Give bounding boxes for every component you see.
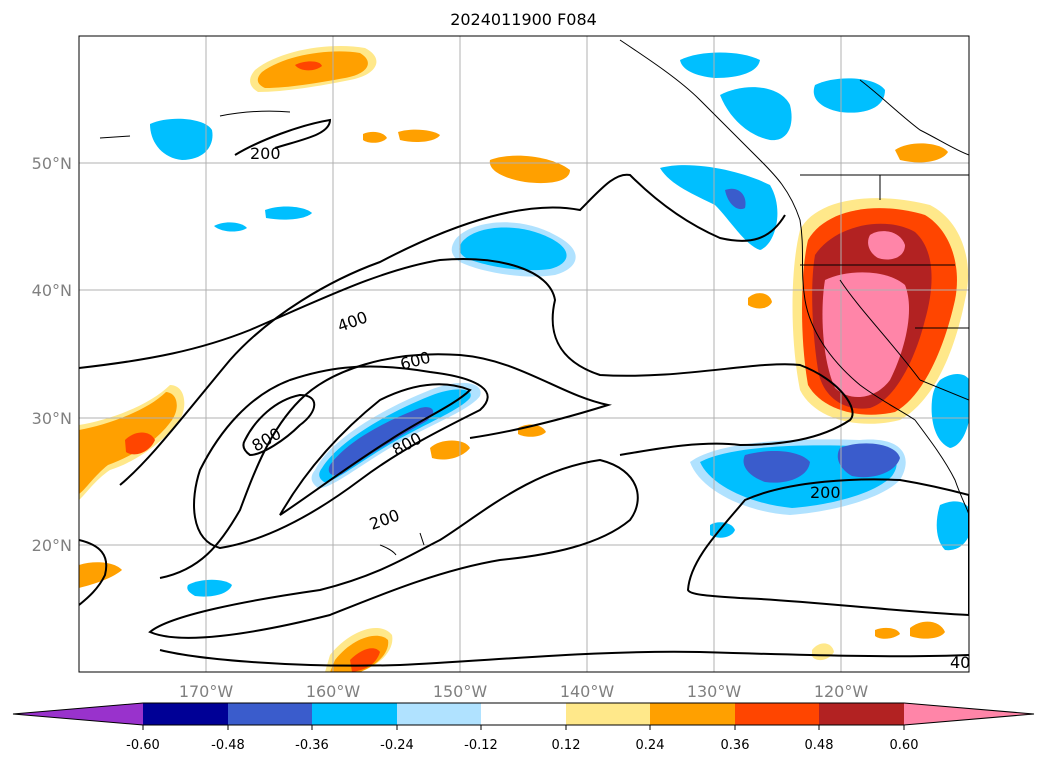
colorbar-segment (143, 703, 228, 725)
colorbar-tick-label: 0.24 (636, 738, 665, 753)
lon-label: 170°W (179, 682, 234, 701)
colorbar-max-extension (904, 703, 1034, 725)
colorbar-segment (735, 703, 819, 725)
contour-label: 200 (250, 144, 281, 163)
colorbar: -0.60 -0.48 -0.36 -0.24 -0.12 0.12 0.24 … (12, 702, 1035, 753)
colorbar-segment (481, 703, 566, 725)
colorbar-tick-label: 0.12 (552, 738, 581, 753)
lat-label: 50°N (32, 154, 72, 173)
height-contours (79, 118, 969, 667)
map-frame (78, 35, 970, 673)
colorbar-segment (650, 703, 735, 725)
colorbar-segment (397, 703, 481, 725)
lon-label: 150°W (433, 682, 488, 701)
colorbar-tick-label: -0.36 (295, 738, 329, 753)
colorbar-segment (228, 703, 312, 725)
colorbar-min-extension (13, 703, 143, 725)
colorbar-tick-label: 0.36 (721, 738, 750, 753)
positive-anomaly-west-coast (792, 198, 969, 424)
map-title: 2024011900 F084 (450, 10, 597, 29)
contour-label: 40 (950, 653, 970, 672)
lon-label: 140°W (560, 682, 615, 701)
negative-anomaly-subtropical (690, 439, 906, 515)
lat-label: 40°N (32, 281, 72, 300)
colorbar-segment (566, 703, 650, 725)
map-area: 200 400 600 800 800 200 200 40 (79, 36, 970, 672)
lon-label: 130°W (687, 682, 742, 701)
negative-anomaly-north (150, 52, 969, 597)
contour-label: 200 (810, 483, 841, 502)
colorbar-tick-label: -0.48 (211, 738, 245, 753)
lon-label: 120°W (814, 682, 869, 701)
lat-label: 30°N (32, 409, 72, 428)
coastlines (99, 39, 969, 556)
lon-label: 160°W (306, 682, 361, 701)
longitude-labels: 170°W 160°W 150°W 140°W 130°W 120°W (179, 682, 869, 701)
colorbar-tick-label: 0.60 (890, 738, 919, 753)
colorbar-tick-label: -0.60 (126, 738, 160, 753)
colorbar-tick-label: -0.12 (464, 738, 498, 753)
graticule (79, 36, 969, 672)
lat-label: 20°N (32, 536, 72, 555)
colorbar-segment (819, 703, 904, 725)
colorbar-tick-label: -0.24 (380, 738, 414, 753)
latitude-labels: 50°N 40°N 30°N 20°N (32, 154, 72, 555)
colorbar-tick-label: 0.48 (805, 738, 834, 753)
colorbar-segment (312, 703, 397, 725)
